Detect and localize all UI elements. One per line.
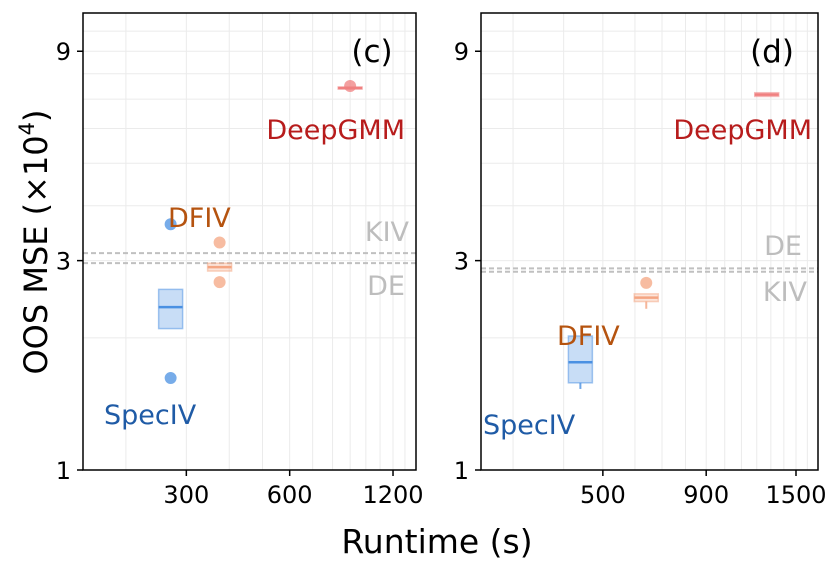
y-axis-title-exponent: 4 (15, 122, 39, 135)
panel-d-frame (480, 12, 819, 471)
panel-d-label-de: DE (764, 231, 802, 262)
panel-d: 500 900 1500 1 3 9 (d) DeepGMM DE KIV DFIV S… (454, 12, 827, 509)
panel-d-label-speciv: SpecIV (483, 410, 576, 441)
y-axis-title-suffix: ) (17, 109, 55, 121)
panel-c: 300 600 1200 1 3 9 (c) DeepGMM KIV DFIV DE S… (56, 12, 424, 509)
panel-c-label-dfiv: DFIV (168, 203, 231, 234)
panel-c-deepgmm-outlier-0 (344, 79, 357, 92)
panel-d-speciv-box (567, 335, 594, 384)
panel-c-speciv-outlier-1 (164, 372, 177, 385)
panel-d-ytick-label-1: 1 (454, 457, 469, 485)
panel-c-ytick-label-9: 9 (56, 38, 71, 66)
panel-c-speciv-outlier-0 (164, 218, 177, 231)
panel-d-ytick-label-9: 9 (454, 38, 469, 66)
panel-d-label-deepgmm: DeepGMM (673, 115, 812, 146)
panel-d-xtick-label-500: 500 (580, 481, 626, 509)
panel-c-speciv-box (157, 288, 184, 330)
panel-d-label-kiv: KIV (763, 277, 808, 308)
y-axis-title-prefix: OOS MSE (×10 (17, 135, 55, 374)
panel-d-tag: (d) (750, 34, 794, 70)
panel-c-ytick-label-1: 1 (56, 457, 71, 485)
x-axis-title: Runtime (s) (341, 522, 532, 561)
panel-d-dfiv-outlier-0 (640, 276, 653, 289)
panel-d-xtick-label-900: 900 (683, 481, 729, 509)
panel-c-xtick-label-1200: 1200 (362, 481, 423, 509)
panel-c-tag: (c) (351, 34, 392, 70)
panel-c-dfiv-outlier-1 (213, 276, 226, 289)
panel-d-label-dfiv: DFIV (557, 321, 620, 352)
panel-c-label-kiv: KIV (365, 217, 410, 248)
panel-c-dfiv-outlier-0 (213, 236, 226, 249)
panel-c-xtick-label-600: 600 (267, 481, 313, 509)
panel-c-ytick-label-3: 3 (56, 248, 71, 276)
panel-d-xtick-label-1500: 1500 (765, 481, 826, 509)
panel-d-ytick-label-3: 3 (454, 248, 469, 276)
panel-c-xtick-label-300: 300 (163, 481, 209, 509)
panel-c-label-deepgmm: DeepGMM (266, 115, 405, 146)
y-axis-title: OOS MSE (×104) (15, 109, 55, 374)
panel-c-label-speciv: SpecIV (104, 400, 197, 431)
panel-c-label-de: DE (367, 271, 405, 302)
panel-c-frame (82, 12, 417, 471)
